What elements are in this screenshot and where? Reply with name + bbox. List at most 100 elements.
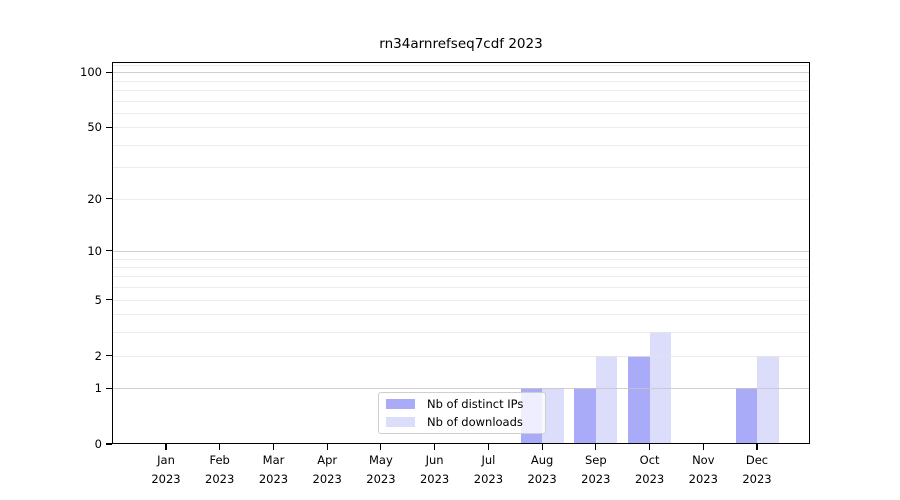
legend-item: Nb of distinct IPs xyxy=(386,395,538,413)
gridline-minor xyxy=(112,258,810,260)
legend-label: Nb of downloads xyxy=(427,415,523,429)
gridline-minor xyxy=(112,144,810,146)
x-tick-mark xyxy=(219,444,221,450)
x-tick-mark xyxy=(434,444,436,450)
x-axis-tick-label: Dec 2023 xyxy=(725,451,789,489)
gridline-minor xyxy=(112,80,810,82)
x-tick-year: 2023 xyxy=(688,472,718,486)
gridline-minor xyxy=(112,167,810,169)
x-tick-month: Mar xyxy=(262,453,285,467)
x-axis-tick-label: Oct 2023 xyxy=(618,451,682,489)
gridline-minor xyxy=(112,198,810,200)
y-axis-tick-label: 50 xyxy=(87,120,102,135)
x-tick-year: 2023 xyxy=(205,472,235,486)
y-tick-mark xyxy=(106,299,112,301)
x-tick-mark xyxy=(595,444,597,450)
gridline-minor xyxy=(112,287,810,289)
x-tick-year: 2023 xyxy=(527,472,557,486)
y-axis-tick-label: 1 xyxy=(94,381,102,396)
x-tick-month: Jan xyxy=(157,453,175,467)
legend: Nb of distinct IPs Nb of downloads xyxy=(378,392,546,434)
x-tick-year: 2023 xyxy=(419,472,450,486)
x-axis-tick-label: Aug 2023 xyxy=(510,451,574,489)
bar-distinct-ips xyxy=(574,388,596,444)
x-tick-year: 2023 xyxy=(312,472,342,486)
y-tick-mark xyxy=(106,443,112,445)
x-axis-tick-label: Jul 2023 xyxy=(456,451,520,489)
y-axis-tick-label: 0 xyxy=(94,437,102,451)
x-tick-year: 2023 xyxy=(258,472,289,486)
x-tick-mark xyxy=(165,444,167,450)
x-tick-month: May xyxy=(369,453,393,467)
y-axis-tick-label: 2 xyxy=(94,348,102,363)
x-tick-month: Jul xyxy=(481,453,496,467)
x-axis-tick-label: Mar 2023 xyxy=(242,451,306,489)
bar-downloads xyxy=(595,355,618,444)
y-axis-tick-label: 20 xyxy=(87,191,102,206)
x-axis-tick-label: Jan 2023 xyxy=(134,451,198,489)
x-tick-mark xyxy=(702,444,704,450)
gridline-minor xyxy=(112,100,810,102)
gridline-minor xyxy=(112,127,810,129)
bar-distinct-ips xyxy=(735,388,757,444)
axis-frame xyxy=(112,62,810,444)
x-tick-month: Apr xyxy=(317,453,338,467)
x-tick-mark xyxy=(380,444,382,450)
x-tick-year: 2023 xyxy=(581,472,611,486)
y-tick-mark xyxy=(106,250,112,252)
y-axis-tick-label: 5 xyxy=(94,292,102,307)
gridline-minor xyxy=(112,355,810,357)
x-tick-mark xyxy=(272,444,275,450)
x-tick-month: Sep xyxy=(584,453,607,467)
gridline-minor xyxy=(112,64,810,66)
y-tick-mark xyxy=(106,198,112,200)
x-axis-tick-label: Apr 2023 xyxy=(295,451,359,489)
x-tick-month: Dec xyxy=(745,453,769,467)
x-tick-year: 2023 xyxy=(742,472,772,486)
x-tick-month: Aug xyxy=(530,453,554,467)
y-tick-mark xyxy=(106,126,112,128)
x-tick-year: 2023 xyxy=(473,472,504,486)
gridline-major xyxy=(112,250,810,252)
legend-label: Nb of distinct IPs xyxy=(427,397,524,411)
bar-downloads xyxy=(757,355,779,444)
legend-swatch-downloads xyxy=(386,417,415,427)
x-tick-mark xyxy=(649,444,651,450)
gridline-major xyxy=(112,388,810,390)
gridline-minor xyxy=(112,112,810,114)
x-tick-month: Jun xyxy=(425,453,444,467)
x-axis-tick-label: May 2023 xyxy=(349,451,413,489)
x-tick-year: 2023 xyxy=(366,472,396,486)
legend-item: Nb of downloads xyxy=(386,413,538,431)
bar-downloads xyxy=(542,388,564,444)
y-tick-mark xyxy=(106,387,112,389)
y-tick-mark xyxy=(106,71,112,73)
gridline-major xyxy=(112,72,810,74)
x-axis-tick-label: Sep 2023 xyxy=(564,451,628,489)
x-tick-mark xyxy=(487,444,489,450)
legend-swatch-distinct-ips xyxy=(386,399,415,409)
gridline-minor xyxy=(112,299,810,301)
x-tick-mark xyxy=(756,444,758,450)
x-tick-year: 2023 xyxy=(634,472,665,486)
x-axis-tick-label: Nov 2023 xyxy=(671,451,735,489)
gridline-minor xyxy=(112,332,810,334)
x-tick-mark xyxy=(541,444,543,450)
chart-title: rn34arnrefseq7cdf 2023 xyxy=(379,36,543,52)
x-tick-year: 2023 xyxy=(151,472,181,486)
x-axis-tick-label: Feb 2023 xyxy=(188,451,252,489)
x-tick-mark xyxy=(326,444,328,450)
x-tick-month: Nov xyxy=(692,453,715,467)
gridline-minor xyxy=(112,266,810,268)
x-axis-tick-label: Jun 2023 xyxy=(403,451,467,489)
bar-distinct-ips xyxy=(628,355,650,444)
x-tick-month: Oct xyxy=(639,453,660,467)
gridline-minor xyxy=(112,314,810,316)
x-tick-month: Feb xyxy=(209,453,230,467)
y-axis-tick-label: 100 xyxy=(80,65,102,80)
y-axis-tick-label: 10 xyxy=(87,243,102,258)
gridline-minor xyxy=(112,276,810,278)
y-tick-mark xyxy=(106,354,112,357)
gridline-minor xyxy=(112,89,810,91)
